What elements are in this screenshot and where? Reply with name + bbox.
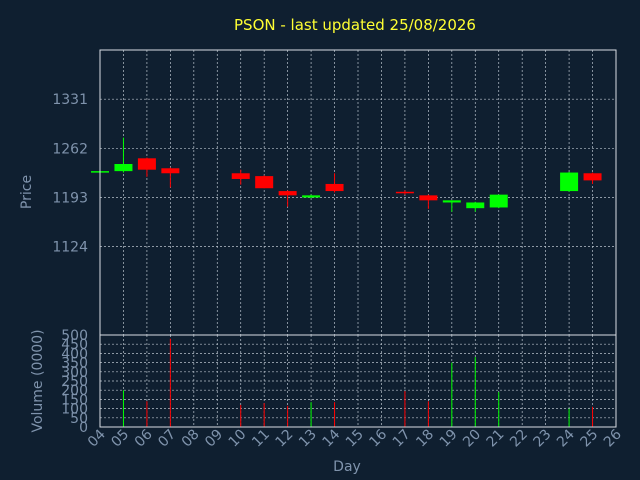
- x-tick-label: 12: [273, 427, 297, 451]
- x-tick-label: 05: [108, 427, 132, 451]
- x-tick-label: 10: [226, 427, 250, 451]
- x-tick-label: 25: [577, 427, 601, 451]
- volume-tick-label: 450: [61, 337, 88, 353]
- x-tick-label: 22: [507, 427, 531, 451]
- volume-tick-label: 100: [61, 402, 88, 418]
- volume-tick-label: 50: [70, 411, 88, 427]
- x-tick-label: 14: [319, 426, 343, 450]
- candle-body: [583, 173, 602, 181]
- x-tick-label: 06: [132, 426, 156, 450]
- price-tick-label: 1331: [52, 92, 88, 108]
- x-axis: 04 05 06 07 08 09 10 11 12 13 14 15 16 17 18 19 20 21 22 23…: [85, 426, 625, 450]
- volume-tick-label: 200: [61, 383, 88, 399]
- candle-body: [302, 195, 321, 198]
- volume-tick-label: 0: [79, 420, 88, 436]
- x-tick-label: 15: [343, 427, 367, 451]
- x-tick-label: 13: [296, 427, 320, 451]
- x-tick-label: 04: [85, 426, 109, 450]
- candle-body: [489, 194, 508, 208]
- x-tick-label: 23: [531, 427, 555, 451]
- volume-axis-label: Volume (0000): [30, 329, 46, 432]
- candle-body: [161, 168, 180, 174]
- candle-body: [255, 176, 274, 189]
- x-tick-label: 18: [413, 427, 437, 451]
- x-tick-label: 24: [554, 426, 578, 450]
- x-tick-label: 11: [249, 427, 273, 451]
- volume-frame: [99, 334, 617, 428]
- x-tick-label: 09: [202, 427, 226, 451]
- price-tick-label: 1124: [52, 240, 88, 256]
- x-tick-label: 21: [484, 427, 508, 451]
- volume-tick-label: 400: [61, 346, 88, 362]
- candle-body: [137, 158, 156, 170]
- x-tick-label: 16: [366, 426, 390, 450]
- candle-body: [560, 172, 579, 192]
- x-tick-label: 17: [390, 427, 414, 451]
- candle-body: [231, 173, 250, 179]
- x-tick-label: 26: [601, 426, 625, 450]
- candle-body: [466, 202, 485, 209]
- candle-body: [395, 191, 414, 194]
- price-tick-label: 1193: [52, 190, 88, 206]
- x-tick-label: 08: [179, 427, 203, 451]
- candle-body: [278, 191, 297, 196]
- price-tick-label: 1262: [52, 141, 88, 157]
- candle-body: [114, 164, 133, 172]
- x-tick-label: 19: [437, 427, 461, 451]
- price-frame: [99, 49, 617, 336]
- candle-body: [325, 183, 344, 192]
- candle-body: [442, 200, 461, 203]
- volume-tick-label: 150: [61, 392, 88, 408]
- chart-title: PSON - last updated 25/08/2026: [234, 16, 476, 34]
- candle-body: [419, 195, 438, 201]
- volume-tick-label: 300: [61, 365, 88, 381]
- x-tick-label: 07: [155, 427, 179, 451]
- volume-tick-label: 250: [61, 374, 88, 390]
- price-axis-label: Price: [19, 175, 35, 209]
- volume-tick-label: 500: [61, 328, 88, 344]
- x-tick-label: 20: [460, 427, 484, 451]
- x-axis-label: Day: [333, 459, 361, 475]
- volume-tick-label: 350: [61, 356, 88, 372]
- price-panel: 1124 1193 1262 1331: [52, 49, 617, 336]
